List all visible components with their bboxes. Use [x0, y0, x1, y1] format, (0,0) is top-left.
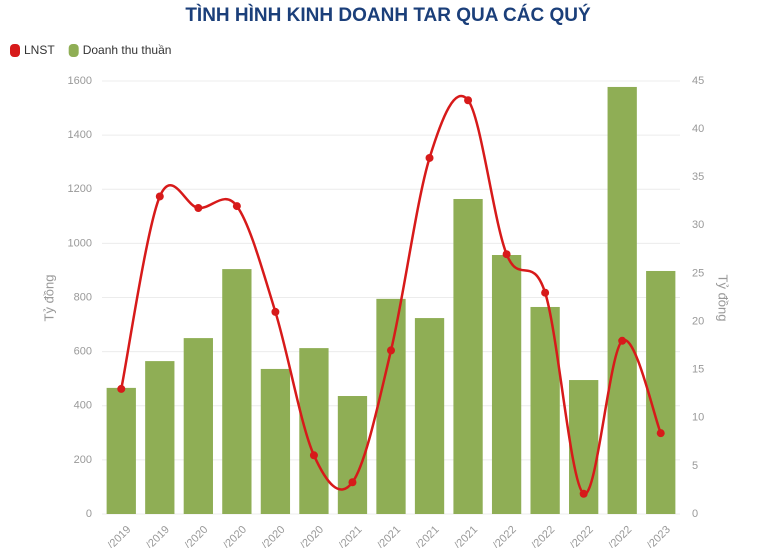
line — [120, 94, 662, 496]
y-tick-label: 600 — [74, 346, 92, 358]
bar — [646, 270, 676, 514]
legend-label: Doanh thu thuần — [83, 43, 172, 57]
line-point — [194, 204, 203, 213]
y-tick-label: 800 — [74, 291, 92, 303]
bar — [453, 198, 483, 514]
x-tick-label: /2020 — [260, 524, 288, 548]
y2-tick-label: 30 — [692, 219, 704, 231]
chart-title: TÌNH HÌNH KINH DOANH TAR QUA CÁC QUÝ — [185, 4, 591, 26]
y-tick-label: 200 — [74, 454, 92, 466]
x-tick-label: /2022 — [568, 524, 596, 548]
y-tick-label: 1200 — [68, 183, 92, 195]
bar — [145, 361, 175, 514]
bar — [607, 86, 637, 515]
x-tick-label: /2021 — [375, 524, 403, 548]
y-axis-label: Tỷ đồng — [41, 275, 56, 322]
line-point — [348, 478, 357, 487]
bar — [222, 269, 252, 514]
y2-tick-label: 40 — [692, 123, 704, 135]
bar — [106, 387, 136, 514]
line-point — [232, 202, 241, 211]
line-point — [271, 307, 280, 316]
x-tick-label: /2023 — [645, 524, 673, 548]
y2-tick-label: 35 — [692, 171, 704, 183]
line-point — [309, 451, 318, 460]
y-tick-label: 1600 — [68, 75, 92, 87]
bar — [260, 368, 291, 514]
y2-tick-label: 5 — [692, 460, 698, 472]
x-tick-label: /2020 — [221, 524, 249, 548]
line-point — [579, 489, 588, 498]
line-point — [541, 288, 550, 297]
y2-tick-label: 45 — [692, 75, 704, 87]
x-tick-label: /2021 — [337, 524, 365, 548]
bar — [299, 348, 329, 514]
line-point — [425, 153, 434, 162]
x-tick-label: /2022 — [491, 524, 519, 548]
y2-tick-label: 25 — [692, 267, 704, 279]
x-tick-label: /2021 — [414, 524, 442, 548]
legend-swatch — [10, 44, 20, 57]
legend-label: LNST — [24, 43, 55, 57]
y2-tick-label: 15 — [692, 364, 704, 376]
x-tick-label: /2021 — [452, 524, 480, 548]
y-tick-label: 1000 — [68, 237, 92, 249]
y2-tick-label: 0 — [692, 508, 698, 520]
line-point — [155, 192, 164, 201]
x-tick-label: /2020 — [183, 524, 211, 548]
line-point — [464, 96, 473, 105]
bar — [337, 396, 368, 514]
x-tick-label: /2020 — [298, 524, 326, 548]
line-point — [618, 336, 627, 345]
line-point — [656, 429, 665, 438]
line-point — [387, 346, 395, 355]
y2-tick-label: 20 — [692, 315, 704, 327]
bar — [376, 298, 406, 514]
y-tick-label: 0 — [86, 508, 92, 520]
line-point — [502, 250, 511, 259]
x-tick-label: /2019 — [144, 524, 172, 548]
y-tick-label: 400 — [74, 400, 92, 412]
bar — [414, 318, 445, 514]
x-tick-label: /2019 — [105, 524, 133, 548]
y2-tick-label: 10 — [692, 412, 704, 424]
bar — [491, 255, 522, 514]
legend-swatch — [68, 44, 79, 57]
line-point — [117, 384, 126, 393]
y2-axis-label: Tỷ đồng — [716, 275, 731, 322]
x-tick-label: /2022 — [606, 524, 634, 548]
x-tick-label: /2022 — [529, 524, 557, 548]
y-tick-label: 1400 — [68, 129, 92, 141]
bar — [183, 338, 213, 514]
